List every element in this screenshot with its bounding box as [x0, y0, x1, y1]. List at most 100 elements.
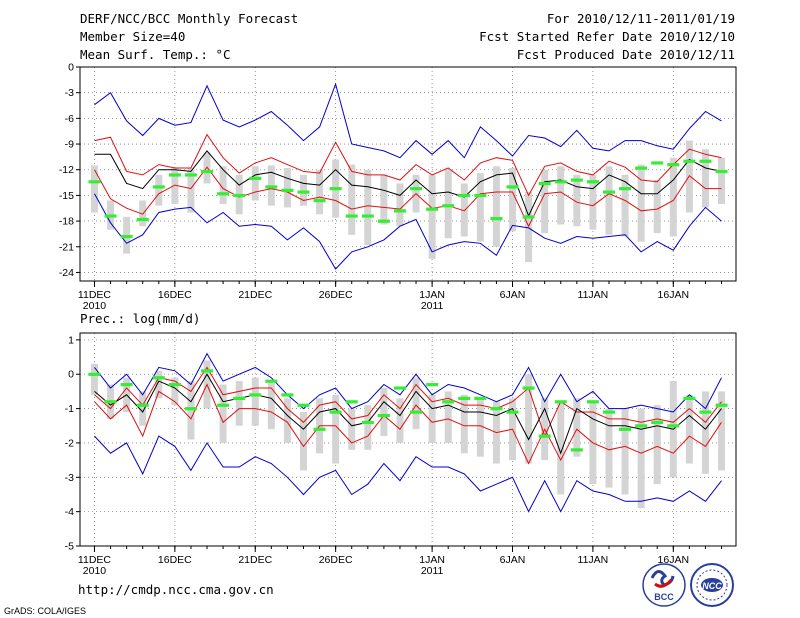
median-mark: [506, 185, 519, 189]
ensemble-box: [509, 168, 517, 232]
median-mark: [667, 163, 680, 167]
y-tick-label: -5: [65, 541, 74, 553]
ensemble-box: [396, 183, 404, 227]
median-mark: [602, 190, 615, 194]
median-mark: [602, 410, 615, 414]
median-mark: [554, 400, 567, 404]
ensemble-box: [364, 169, 372, 246]
x-tick-label: 1JAN: [419, 289, 445, 301]
y-tick-label: -12: [59, 164, 74, 176]
ensemble-box: [573, 174, 581, 227]
ensemble-box: [396, 398, 404, 443]
ensemble-box: [155, 174, 163, 206]
forecast-started-label: Fcst Started Refer Date 2010/12/10: [479, 29, 735, 44]
median-mark: [345, 214, 358, 218]
median-mark: [168, 173, 181, 177]
median-mark: [120, 383, 133, 387]
ensemble-box: [589, 174, 597, 230]
mean-line: [94, 373, 722, 455]
median-mark: [506, 410, 519, 414]
lower-line: [94, 383, 722, 465]
median-mark: [426, 207, 439, 211]
ensemble-box: [444, 391, 452, 443]
median-mark: [281, 188, 294, 192]
ensemble-box: [605, 408, 613, 488]
mean-line: [94, 150, 722, 218]
median-mark: [217, 192, 230, 196]
median-mark: [217, 403, 230, 407]
median-mark: [442, 204, 455, 208]
bcc-logo-text: BCC: [654, 592, 674, 602]
median-mark: [667, 424, 680, 428]
y-tick-label: 0: [68, 62, 74, 74]
x-tick-year-label: 2011: [421, 565, 444, 577]
median-mark: [136, 403, 149, 407]
median-mark: [474, 396, 487, 400]
ensemble-box: [701, 149, 709, 208]
median-mark: [393, 209, 406, 213]
ensemble-box: [621, 408, 629, 495]
x-tick-label: 6JAN: [500, 554, 526, 566]
median-mark: [297, 190, 310, 194]
ensemble-box: [90, 165, 98, 213]
ensemble-box: [557, 166, 565, 225]
median-mark: [329, 410, 342, 414]
variable-label: Mean Surf. Temp.: °C: [80, 47, 231, 62]
median-mark: [699, 410, 712, 414]
median-mark: [410, 410, 423, 414]
ensemble-box: [428, 174, 436, 259]
median-mark: [313, 199, 326, 203]
median-mark: [426, 383, 439, 387]
ensemble-box: [283, 168, 291, 208]
median-mark: [538, 434, 551, 438]
ensemble-box: [637, 408, 645, 509]
median-mark: [313, 427, 326, 431]
y-tick-label: -6: [65, 113, 74, 125]
median-mark: [249, 393, 262, 397]
median-mark: [522, 386, 535, 390]
ensemble-box: [541, 169, 549, 234]
ensemble-box: [251, 166, 259, 201]
y-tick-label: 1: [68, 334, 74, 346]
median-mark: [168, 383, 181, 387]
median-mark: [88, 372, 101, 376]
median-mark: [361, 214, 374, 218]
ncc-logo: NCC: [690, 563, 734, 607]
ensemble-box: [718, 157, 726, 204]
median-mark: [152, 376, 165, 380]
x-tick-label: 26DEC: [319, 289, 353, 301]
ensemble-box: [235, 381, 243, 426]
x-tick-label: 26DEC: [319, 554, 353, 566]
median-mark: [683, 159, 696, 163]
ensemble-box: [219, 384, 227, 443]
ensemble-box: [171, 377, 179, 406]
median-mark: [474, 193, 487, 198]
upper-line: [94, 133, 722, 197]
ensemble-box: [476, 398, 484, 457]
median-mark: [249, 176, 262, 180]
ncc-logo-text: NCC: [702, 581, 722, 591]
ensemble-box: [412, 377, 420, 430]
ensemble-box: [316, 169, 324, 215]
member-size-label: Member Size=40: [80, 29, 185, 44]
bcc-logo: BCC: [642, 563, 686, 607]
ensemble-box: [605, 166, 613, 235]
median-mark: [699, 159, 712, 163]
x-tick-label: 21DEC: [238, 289, 272, 301]
ensemble-box: [492, 166, 500, 247]
y-tick-label: -15: [59, 190, 74, 202]
y-tick-label: -21: [59, 241, 74, 253]
median-mark: [120, 234, 133, 239]
ensemble-box: [701, 391, 709, 474]
x-tick-label: 16DEC: [158, 289, 192, 301]
median-mark: [715, 169, 728, 174]
median-mark: [104, 400, 117, 404]
max-line: [94, 352, 722, 413]
median-mark: [683, 396, 696, 400]
median-mark: [265, 379, 278, 383]
median-mark: [619, 187, 632, 191]
median-mark: [651, 161, 664, 165]
x-tick-label: 16DEC: [158, 554, 192, 566]
ensemble-box: [653, 405, 661, 485]
